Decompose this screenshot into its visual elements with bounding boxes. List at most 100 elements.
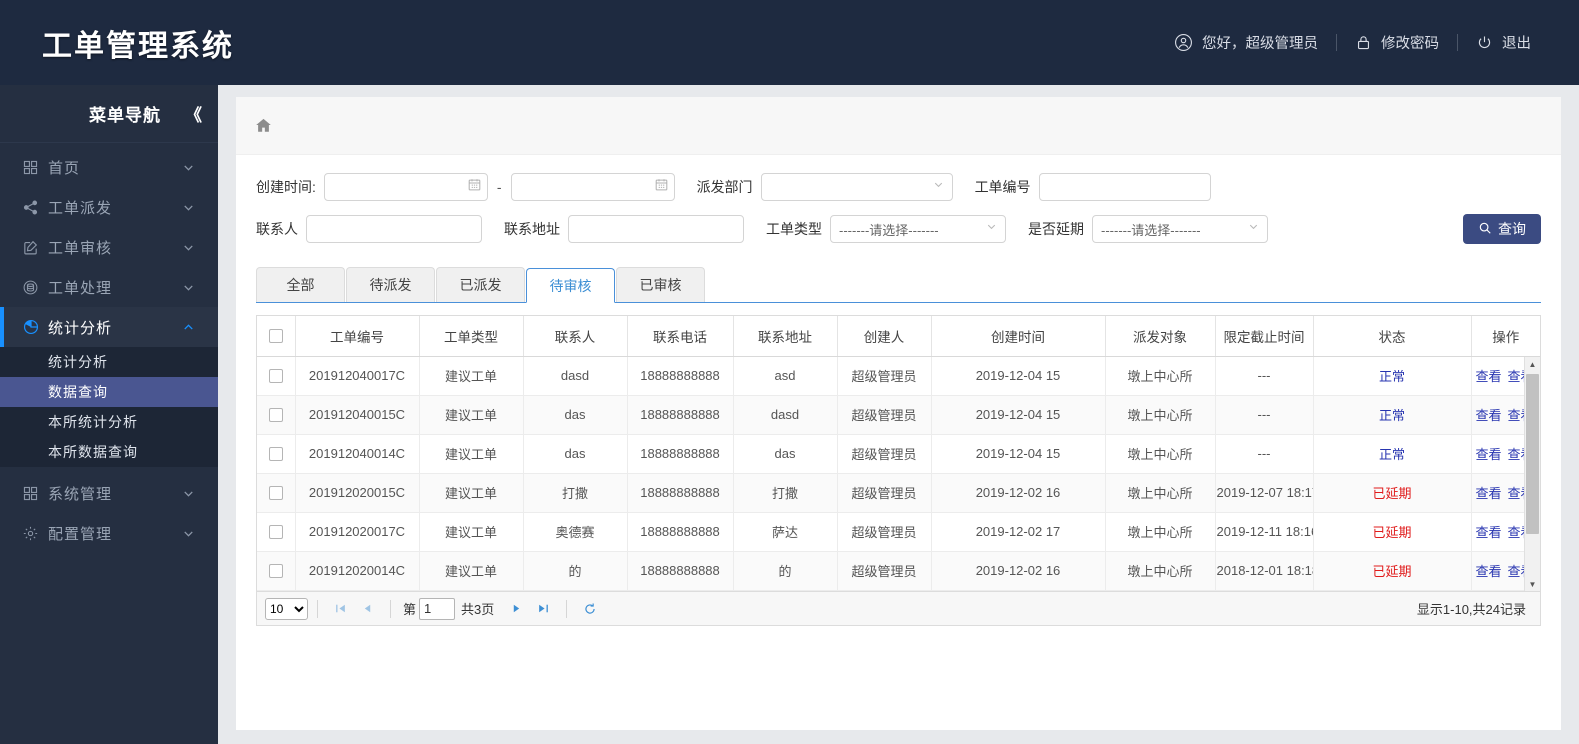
col-actions[interactable]: 操作: [1471, 316, 1540, 357]
tab-dispatched[interactable]: 已派发: [436, 267, 525, 302]
tab-pending-audit[interactable]: 待审核: [526, 268, 615, 303]
page-number-input[interactable]: [419, 597, 456, 620]
orders-table: 工单编号 工单类型 联系人 联系电话 联系地址 创建人 创建时间 派发对象 限定…: [256, 315, 1541, 592]
row-checkbox[interactable]: [268, 564, 283, 579]
user-greeting[interactable]: 您好，超级管理员: [1156, 32, 1336, 53]
row-checkbox[interactable]: [268, 525, 283, 540]
table-row[interactable]: 201912020025C建议工单打撒18888888888阿萨的超级管理员20…: [257, 590, 1540, 591]
row-address: 的: [733, 551, 838, 591]
change-password-button[interactable]: 修改密码: [1337, 32, 1457, 53]
row-order-type: 建议工单: [419, 551, 524, 591]
table-row[interactable]: 201912040015C 建议工单 das 18888888888 dasd 超级管理员…: [257, 395, 1540, 435]
address-input[interactable]: [568, 215, 744, 243]
grid-icon: [22, 159, 48, 176]
scroll-up-arrow-icon[interactable]: ▲: [1528, 359, 1537, 369]
tab-label: 已派发: [459, 277, 502, 293]
logout-button[interactable]: 退出: [1458, 32, 1549, 53]
order-type-select[interactable]: [830, 215, 1006, 243]
home-icon[interactable]: [254, 116, 273, 135]
next-page-icon[interactable]: [503, 602, 530, 615]
col-deadline[interactable]: 限定截止时间: [1215, 316, 1314, 357]
sidebar-subitem-local-statistics[interactable]: 本所统计分析: [0, 407, 218, 437]
grid-icon: [22, 485, 48, 502]
sidebar-subitem-data-query[interactable]: 数据查询: [0, 377, 218, 407]
row-creator: 超级管理员: [837, 356, 932, 396]
table-row[interactable]: 201912020017C 建议工单 奥德赛 18888888888 萨达 超级管理员 20…: [257, 512, 1540, 552]
order-no-label: 工单编号: [974, 179, 1031, 195]
sidebar-collapse-icon[interactable]: 《: [185, 106, 202, 125]
view-link[interactable]: 查看: [1475, 369, 1502, 384]
sidebar-item-statistics[interactable]: 统计分析: [0, 307, 218, 347]
pagination-bar: 102050100 第 共3页: [256, 592, 1541, 626]
row-address: asd: [733, 356, 838, 396]
sidebar-item-home[interactable]: 首页: [0, 147, 218, 187]
sidebar-subitem-local-data-query[interactable]: 本所数据查询: [0, 437, 218, 467]
dispatch-dept-select[interactable]: [760, 173, 953, 201]
sidebar-item-process[interactable]: 工单处理: [0, 267, 218, 307]
first-page-icon[interactable]: [327, 602, 354, 615]
col-order-type[interactable]: 工单类型: [419, 316, 524, 357]
scrollbar-thumb[interactable]: [1526, 374, 1539, 534]
table-row[interactable]: 201912020015C 建议工单 打撒 18888888888 打撒 超级管理员 201…: [257, 473, 1540, 513]
sidebar-item-system[interactable]: 系统管理: [0, 473, 218, 513]
table-row[interactable]: 201912040014C 建议工单 das 18888888888 das 超级管理员 2…: [257, 434, 1540, 474]
page-size-select[interactable]: 102050100: [265, 597, 308, 620]
col-creator[interactable]: 创建人: [837, 316, 932, 357]
create-time-start-input[interactable]: [323, 173, 488, 201]
row-order-type: 建议工单: [419, 434, 524, 474]
view-link[interactable]: 查看: [1475, 486, 1502, 501]
row-dispatch-target: 墩上中心所: [1105, 473, 1216, 513]
table-row[interactable]: 201912020014C 建议工单的 18888888888 的超级管理员 2019-…: [257, 551, 1540, 591]
last-page-icon[interactable]: [530, 602, 557, 615]
row-checkbox[interactable]: [268, 486, 283, 501]
query-button[interactable]: 查询: [1463, 214, 1541, 244]
row-checkbox[interactable]: [268, 447, 283, 462]
contact-label: 联系人: [256, 221, 298, 237]
sidebar-item-audit[interactable]: 工单审核: [0, 227, 218, 267]
row-address: 打撒: [733, 473, 838, 513]
tab-all[interactable]: 全部: [256, 267, 345, 302]
tab-label: 待审核: [549, 277, 592, 294]
pie-chart-icon: [22, 318, 48, 336]
row-checkbox[interactable]: [268, 369, 283, 384]
row-dispatch-target: 墩上中心所: [1105, 434, 1216, 474]
order-no-input[interactable]: [1038, 173, 1211, 201]
row-deadline: 2019-12-11 18:16: [1215, 512, 1314, 552]
view-link[interactable]: 查看: [1475, 447, 1502, 462]
row-deadline: 2019-12-07 18:17: [1215, 473, 1314, 513]
view-link[interactable]: 查看: [1475, 564, 1502, 579]
tab-audited[interactable]: 已审核: [616, 267, 705, 302]
col-address[interactable]: 联系地址: [733, 316, 838, 357]
sidebar-subitem-statistics[interactable]: 统计分析: [0, 347, 218, 377]
row-checkbox[interactable]: [268, 408, 283, 423]
col-created-time[interactable]: 创建时间: [931, 316, 1106, 357]
table-vertical-scrollbar[interactable]: ▲ ▼: [1524, 357, 1540, 591]
table-row[interactable]: 201912040017C 建议工单 dasd 18888888888 asd 超级管理员…: [257, 356, 1540, 396]
sidebar-item-config[interactable]: 配置管理: [0, 513, 218, 553]
status-badge: 已延期: [1372, 564, 1412, 579]
col-status[interactable]: 状态: [1313, 316, 1472, 357]
select-all-checkbox[interactable]: [268, 329, 283, 344]
delayed-select[interactable]: [1092, 215, 1268, 243]
col-contact[interactable]: 联系人: [523, 316, 628, 357]
tab-pending-dispatch[interactable]: 待派发: [346, 267, 435, 302]
sidebar-item-dispatch[interactable]: 工单派发: [0, 187, 218, 227]
refresh-icon[interactable]: [576, 602, 604, 616]
col-order-no[interactable]: 工单编号: [295, 316, 420, 357]
view-link[interactable]: 查看: [1475, 525, 1502, 540]
row-phone: 18888888888: [627, 512, 734, 552]
row-status: 正常: [1313, 434, 1472, 474]
app-brand-title: 工单管理系统: [42, 29, 234, 63]
col-phone[interactable]: 联系电话: [627, 316, 734, 357]
col-dispatch-target[interactable]: 派发对象: [1105, 316, 1216, 357]
scroll-down-arrow-icon[interactable]: ▼: [1528, 579, 1537, 589]
prev-page-icon[interactable]: [354, 602, 381, 615]
create-time-end-input[interactable]: [510, 173, 675, 201]
row-select-cell: [257, 512, 296, 552]
row-creator: 超级管理员: [837, 551, 932, 591]
contact-input[interactable]: [306, 215, 482, 243]
status-badge: 已延期: [1372, 486, 1412, 501]
top-header: 工单管理系统 您好，超级管理员 修改密: [0, 0, 1579, 85]
view-link[interactable]: 查看: [1475, 408, 1502, 423]
row-creator: 超级管理员: [837, 512, 932, 552]
